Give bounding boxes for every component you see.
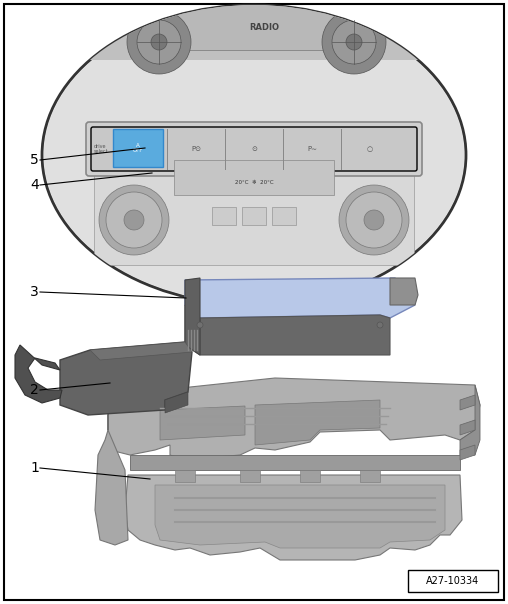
Polygon shape: [60, 342, 192, 415]
Text: 3: 3: [30, 285, 39, 299]
Ellipse shape: [151, 34, 167, 50]
Polygon shape: [155, 485, 445, 548]
Bar: [242, 207, 266, 225]
Ellipse shape: [197, 322, 203, 328]
Polygon shape: [15, 345, 62, 403]
Bar: [159, 0, 349, 50]
Polygon shape: [160, 406, 245, 440]
Text: ○: ○: [367, 146, 373, 152]
Text: ⊙: ⊙: [251, 146, 257, 152]
Bar: [47, 0, 461, 60]
Ellipse shape: [346, 34, 362, 50]
Ellipse shape: [346, 192, 402, 248]
Polygon shape: [255, 400, 380, 445]
Ellipse shape: [106, 192, 162, 248]
Bar: [272, 207, 296, 225]
Bar: [174, 160, 334, 195]
Polygon shape: [460, 445, 475, 460]
FancyBboxPatch shape: [86, 122, 422, 176]
Text: RADIO: RADIO: [249, 24, 279, 33]
Polygon shape: [390, 278, 418, 305]
Polygon shape: [460, 395, 475, 410]
Polygon shape: [90, 342, 192, 360]
Ellipse shape: [44, 7, 464, 303]
Polygon shape: [460, 385, 480, 455]
Polygon shape: [185, 305, 200, 355]
Polygon shape: [175, 470, 195, 482]
Polygon shape: [95, 430, 128, 545]
Ellipse shape: [124, 210, 144, 230]
Bar: [94, 175, 414, 265]
Ellipse shape: [99, 185, 169, 255]
Polygon shape: [185, 278, 415, 318]
Polygon shape: [185, 278, 200, 355]
Ellipse shape: [377, 322, 383, 328]
Text: P∼: P∼: [307, 146, 317, 152]
Text: drive
select: drive select: [94, 144, 109, 155]
Text: P⊙: P⊙: [191, 146, 201, 152]
Text: A
OFF: A OFF: [133, 143, 143, 153]
Polygon shape: [130, 455, 460, 470]
Ellipse shape: [339, 185, 409, 255]
Ellipse shape: [42, 5, 466, 305]
Text: 4: 4: [30, 178, 39, 192]
Ellipse shape: [364, 210, 384, 230]
Ellipse shape: [332, 20, 376, 64]
FancyBboxPatch shape: [91, 127, 417, 171]
Text: 1: 1: [30, 461, 39, 475]
Polygon shape: [108, 390, 115, 430]
Bar: [212, 207, 236, 225]
Polygon shape: [460, 420, 475, 435]
Text: 20°C  ❄  20°C: 20°C ❄ 20°C: [235, 181, 273, 185]
Text: 5: 5: [30, 153, 39, 167]
Polygon shape: [108, 378, 480, 460]
Bar: [408, 570, 498, 592]
Text: 2: 2: [30, 383, 39, 397]
Text: A27-10334: A27-10334: [426, 576, 480, 586]
Ellipse shape: [127, 10, 191, 74]
Polygon shape: [300, 470, 320, 482]
Polygon shape: [165, 392, 188, 413]
Polygon shape: [200, 315, 390, 355]
Ellipse shape: [322, 10, 386, 74]
Bar: [113, 129, 163, 167]
Polygon shape: [240, 470, 260, 482]
Polygon shape: [125, 475, 462, 560]
Ellipse shape: [137, 20, 181, 64]
Polygon shape: [360, 470, 380, 482]
